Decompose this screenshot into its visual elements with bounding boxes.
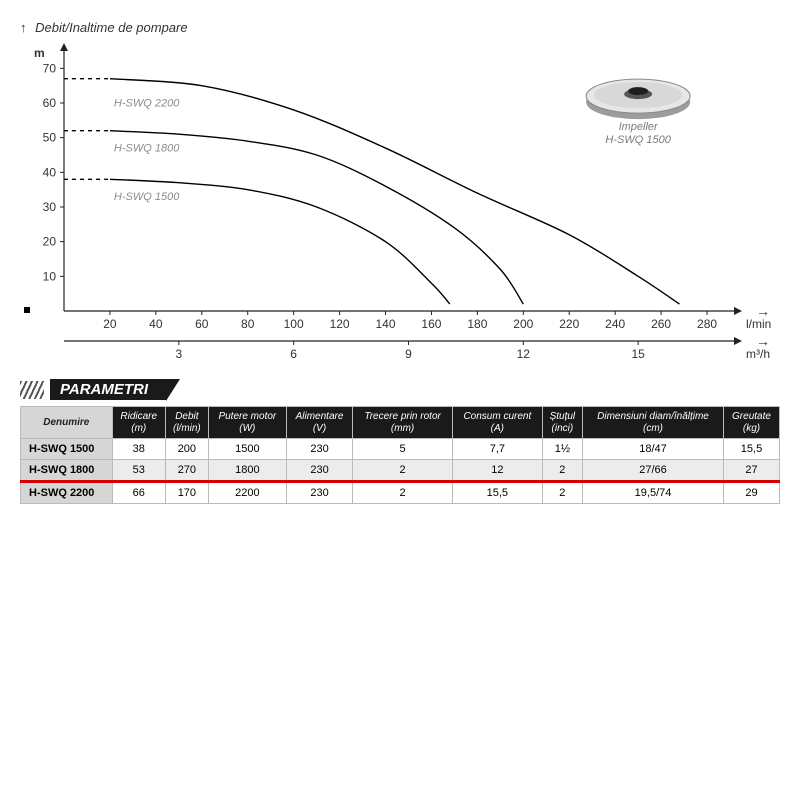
table-row: H-SWQ 1800532701800230212227/6627	[21, 460, 780, 482]
cell: 29	[723, 482, 779, 504]
svg-text:160: 160	[421, 317, 441, 331]
svg-text:20: 20	[103, 317, 117, 331]
col-header: Trecere prin rotor(mm)	[353, 407, 453, 439]
svg-text:H-SWQ 1800: H-SWQ 1800	[114, 143, 180, 155]
cell: 230	[286, 460, 352, 482]
col-header: Dimensiuni diam/înălțime(cm)	[583, 407, 724, 439]
col-header: Consum curent(A)	[453, 407, 543, 439]
cell: 1800	[208, 460, 286, 482]
col-header: Debit(l/min)	[165, 407, 208, 439]
cell: 15,5	[453, 482, 543, 504]
cell: 2	[353, 460, 453, 482]
svg-text:m: m	[34, 46, 45, 60]
row-name: H-SWQ 1800	[21, 460, 113, 482]
svg-text:60: 60	[195, 317, 209, 331]
svg-text:3: 3	[175, 347, 182, 361]
hatch-icon	[20, 381, 44, 399]
chart-title-text: Debit/Inaltime de pompare	[35, 20, 187, 35]
row-name: H-SWQ 2200	[21, 482, 113, 504]
pump-curve-chart: m 10 20 30 40 50 60 70 20 40 60 80 100 120 140 160 180 20…	[20, 41, 780, 371]
svg-text:m³/h: m³/h	[746, 347, 770, 361]
cell: 200	[165, 439, 208, 460]
cell: 1½	[542, 439, 582, 460]
cell: 38	[112, 439, 165, 460]
up-arrow-icon: ↑	[20, 20, 27, 35]
section-title: PARAMETRI	[50, 379, 166, 400]
chart-title: ↑ Debit/Inaltime de pompare	[20, 20, 780, 35]
svg-text:260: 260	[651, 317, 671, 331]
svg-text:180: 180	[467, 317, 487, 331]
svg-text:H-SWQ 1500: H-SWQ 1500	[114, 191, 180, 203]
svg-text:12: 12	[517, 347, 531, 361]
svg-text:20: 20	[43, 235, 57, 249]
col-header: Ridicare(m)	[112, 407, 165, 439]
cell: 230	[286, 482, 352, 504]
cell: 15,5	[723, 439, 779, 460]
col-header: Alimentare(V)	[286, 407, 352, 439]
svg-text:120: 120	[330, 317, 350, 331]
svg-text:200: 200	[513, 317, 533, 331]
cell: 27/66	[583, 460, 724, 482]
row-name: H-SWQ 1500	[21, 439, 113, 460]
svg-text:15: 15	[631, 347, 645, 361]
col-header: Denumire	[21, 407, 113, 439]
svg-text:240: 240	[605, 317, 625, 331]
svg-text:→: →	[756, 303, 770, 319]
cell: 12	[453, 460, 543, 482]
section-header: PARAMETRI	[20, 379, 780, 400]
svg-text:30: 30	[43, 200, 57, 214]
cell: 7,7	[453, 439, 543, 460]
cell: 27	[723, 460, 779, 482]
parameters-table: DenumireRidicare(m)Debit(l/min)Putere mo…	[20, 406, 780, 504]
col-header: Greutate(kg)	[723, 407, 779, 439]
svg-text:10: 10	[43, 269, 57, 283]
cell: 19,5/74	[583, 482, 724, 504]
svg-text:H-SWQ 2200: H-SWQ 2200	[114, 97, 180, 109]
svg-text:40: 40	[149, 317, 163, 331]
svg-text:280: 280	[697, 317, 717, 331]
svg-text:→: →	[756, 333, 770, 349]
cell: 270	[165, 460, 208, 482]
cell: 2	[353, 482, 453, 504]
cell: 18/47	[583, 439, 724, 460]
svg-text:H-SWQ 1500: H-SWQ 1500	[605, 134, 671, 146]
cell: 2	[542, 460, 582, 482]
svg-text:70: 70	[43, 61, 57, 75]
cell: 170	[165, 482, 208, 504]
svg-text:40: 40	[43, 165, 57, 179]
svg-text:6: 6	[290, 347, 297, 361]
cell: 2200	[208, 482, 286, 504]
cell: 53	[112, 460, 165, 482]
table-row: H-SWQ 2200661702200230215,5219,5/7429	[21, 482, 780, 504]
svg-text:9: 9	[405, 347, 412, 361]
svg-text:l/min: l/min	[746, 317, 771, 331]
svg-text:Impeller: Impeller	[619, 121, 659, 133]
col-header: Ștuțul(inci)	[542, 407, 582, 439]
svg-text:50: 50	[43, 131, 57, 145]
svg-text:60: 60	[43, 96, 57, 110]
col-header: Putere motor(W)	[208, 407, 286, 439]
cell: 66	[112, 482, 165, 504]
svg-text:220: 220	[559, 317, 579, 331]
svg-text:140: 140	[376, 317, 396, 331]
svg-text:100: 100	[284, 317, 304, 331]
cell: 2	[542, 482, 582, 504]
cell: 5	[353, 439, 453, 460]
svg-text:80: 80	[241, 317, 255, 331]
table-row: H-SWQ 150038200150023057,71½18/4715,5	[21, 439, 780, 460]
cell: 230	[286, 439, 352, 460]
cell: 1500	[208, 439, 286, 460]
